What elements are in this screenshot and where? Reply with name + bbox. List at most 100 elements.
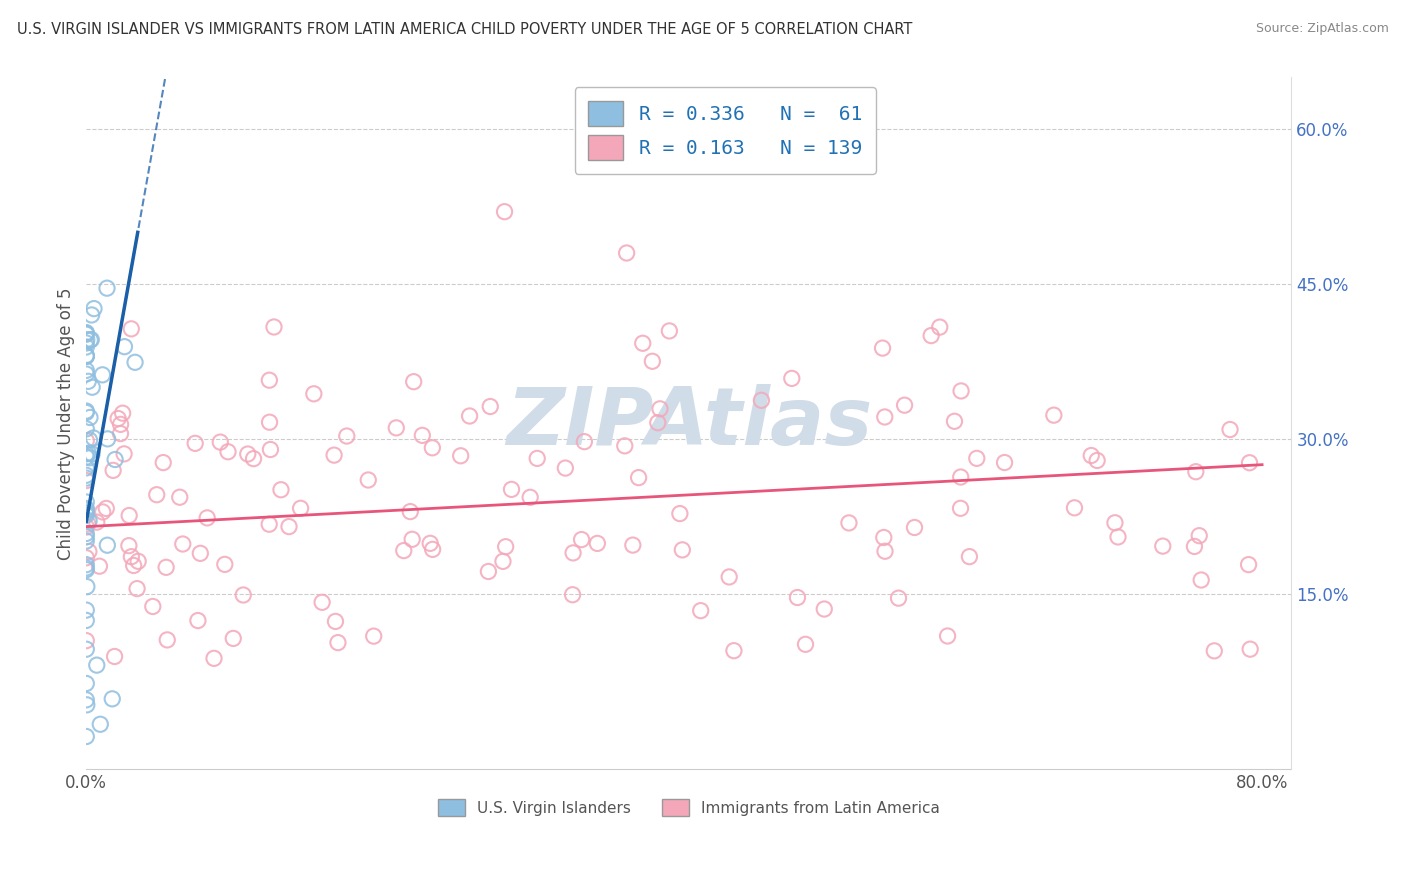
Point: [302, 386, 325, 401]
Point: [323, 448, 346, 462]
Point: [83, 301, 105, 316]
Point: [91, 505, 114, 519]
Point: [392, 543, 415, 558]
Point: [110, 426, 132, 441]
Point: [794, 637, 817, 651]
Point: [172, 537, 194, 551]
Point: [236, 447, 259, 461]
Point: [873, 544, 896, 558]
Point: [91, 368, 114, 382]
Point: [422, 441, 444, 455]
Point: [76, 580, 98, 594]
Point: [75, 474, 97, 488]
Point: [574, 434, 596, 449]
Point: [82, 431, 104, 445]
Point: [75, 468, 97, 483]
Point: [101, 691, 124, 706]
Point: [411, 428, 433, 442]
Point: [562, 546, 585, 560]
Legend: U.S. Virgin Islanders, Immigrants from Latin America: U.S. Virgin Islanders, Immigrants from L…: [430, 791, 948, 824]
Point: [336, 429, 359, 443]
Point: [494, 204, 516, 219]
Point: [120, 549, 142, 564]
Point: [111, 406, 134, 420]
Point: [1152, 539, 1174, 553]
Point: [363, 629, 385, 643]
Point: [326, 635, 349, 649]
Point: [75, 550, 97, 565]
Point: [723, 643, 745, 657]
Point: [86, 515, 108, 529]
Y-axis label: Child Poverty Under the Age of 5: Child Poverty Under the Age of 5: [58, 287, 75, 559]
Point: [232, 588, 254, 602]
Point: [75, 336, 97, 351]
Point: [1063, 500, 1085, 515]
Point: [75, 563, 97, 577]
Point: [838, 516, 860, 530]
Point: [103, 649, 125, 664]
Point: [155, 560, 177, 574]
Point: [152, 456, 174, 470]
Point: [519, 491, 541, 505]
Point: [76, 333, 98, 347]
Point: [887, 591, 910, 606]
Point: [718, 570, 741, 584]
Point: [526, 451, 548, 466]
Point: [492, 554, 515, 568]
Point: [75, 327, 97, 342]
Point: [75, 534, 97, 549]
Point: [96, 281, 118, 295]
Point: [936, 629, 959, 643]
Point: [259, 373, 281, 387]
Point: [75, 326, 97, 341]
Point: [156, 632, 179, 647]
Point: [278, 519, 301, 533]
Point: [75, 349, 97, 363]
Point: [477, 565, 499, 579]
Point: [1080, 449, 1102, 463]
Point: [80, 447, 103, 461]
Point: [671, 542, 693, 557]
Point: [501, 483, 523, 497]
Point: [993, 456, 1015, 470]
Point: [184, 436, 207, 450]
Point: [1043, 408, 1066, 422]
Point: [1237, 558, 1260, 572]
Text: U.S. VIRGIN ISLANDER VS IMMIGRANTS FROM LATIN AMERICA CHILD POVERTY UNDER THE AG: U.S. VIRGIN ISLANDER VS IMMIGRANTS FROM …: [17, 22, 912, 37]
Point: [77, 375, 100, 389]
Point: [949, 501, 972, 516]
Point: [222, 632, 245, 646]
Point: [263, 320, 285, 334]
Point: [110, 417, 132, 432]
Point: [290, 501, 312, 516]
Point: [586, 536, 609, 550]
Point: [1219, 423, 1241, 437]
Point: [77, 446, 100, 460]
Point: [75, 676, 97, 690]
Point: [122, 558, 145, 573]
Point: [120, 322, 142, 336]
Point: [957, 549, 980, 564]
Point: [76, 698, 98, 712]
Point: [169, 490, 191, 504]
Point: [75, 434, 97, 448]
Point: [950, 384, 973, 398]
Point: [202, 651, 225, 665]
Point: [621, 538, 644, 552]
Point: [75, 526, 97, 541]
Point: [97, 432, 120, 446]
Point: [813, 602, 835, 616]
Point: [124, 355, 146, 369]
Point: [1104, 516, 1126, 530]
Point: [928, 320, 950, 334]
Point: [75, 348, 97, 362]
Point: [75, 326, 97, 340]
Point: [217, 444, 239, 458]
Point: [479, 400, 502, 414]
Point: [242, 451, 264, 466]
Point: [780, 371, 803, 385]
Point: [658, 324, 681, 338]
Point: [257, 517, 280, 532]
Point: [893, 398, 915, 412]
Point: [75, 363, 97, 377]
